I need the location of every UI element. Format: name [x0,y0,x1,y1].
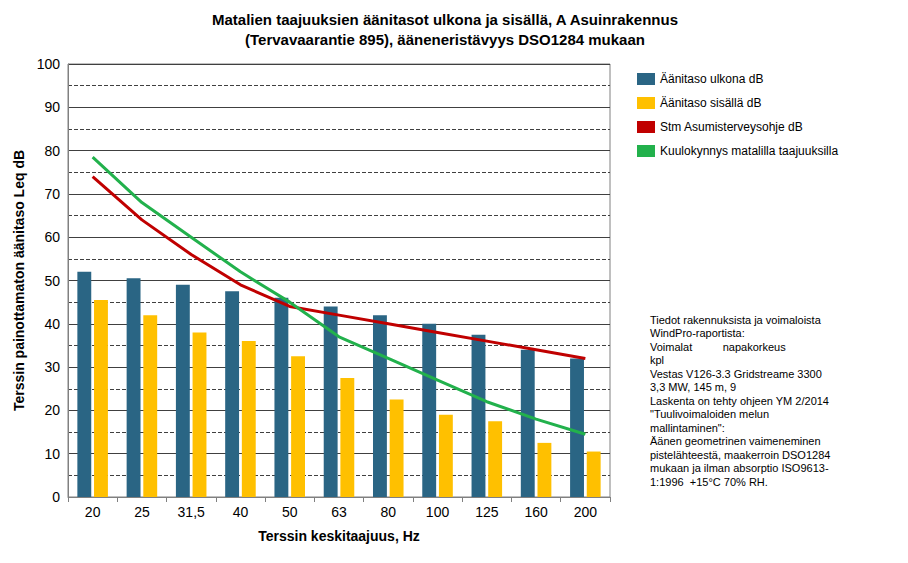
svg-text:90: 90 [44,99,60,115]
svg-text:200: 200 [574,504,598,520]
svg-text:Terssin keskitaajuus, Hz: Terssin keskitaajuus, Hz [258,528,420,544]
svg-text:Terssin painottamaton äänitaso: Terssin painottamaton äänitaso Leq dB [11,150,27,411]
svg-text:Laskenta on tehty ohjeen YM 2/: Laskenta on tehty ohjeen YM 2/2014 [650,395,829,407]
svg-text:pistelähteestä, maakerroin DSO: pistelähteestä, maakerroin DSO1284 [650,449,830,461]
svg-text:100: 100 [37,56,61,72]
svg-text:50: 50 [44,273,60,289]
svg-text:Tiedot rakennuksista ja voimal: Tiedot rakennuksista ja voimaloista [650,314,822,326]
svg-text:mallintaminen":: mallintaminen": [650,422,725,434]
svg-text:Äänitaso sisällä dB: Äänitaso sisällä dB [660,96,761,110]
svg-text:Äänen geometrinen vaimeneminen: Äänen geometrinen vaimeneminen [650,435,821,447]
svg-text:80: 80 [44,143,60,159]
svg-text:20: 20 [44,402,60,418]
svg-text:Kuulokynnys matalilla taajuuks: Kuulokynnys matalilla taajuuksilla [660,144,838,158]
svg-text:(Tervavaarantie 895), ääneneri: (Tervavaarantie 895), ääneneristävyys DS… [245,31,645,48]
svg-text:60: 60 [44,229,60,245]
svg-text:Matalien taajuuksien äänitasot: Matalien taajuuksien äänitasot ulkona ja… [212,11,678,28]
svg-text:63: 63 [331,504,347,520]
svg-text:kpl: kpl [650,354,664,366]
svg-text:20: 20 [85,504,101,520]
svg-text:Stm Asumisterveysohje dB: Stm Asumisterveysohje dB [660,120,803,134]
svg-text:WindPro-raportista:: WindPro-raportista: [650,327,745,339]
svg-text:"Tuulivoimaloiden melun: "Tuulivoimaloiden melun [650,408,769,420]
svg-text:1:1996 +15°C 70% RH.: 1:1996 +15°C 70% RH. [650,476,768,488]
svg-text:0: 0 [52,489,60,505]
svg-text:40: 40 [233,504,249,520]
svg-text:mukaan ja ilman absorptio ISO9: mukaan ja ilman absorptio ISO9613- [650,462,829,474]
svg-text:70: 70 [44,186,60,202]
svg-text:100: 100 [426,504,450,520]
svg-text:40: 40 [44,316,60,332]
svg-text:160: 160 [524,504,548,520]
svg-text:Äänitaso ulkona dB: Äänitaso ulkona dB [660,72,763,86]
svg-text:30: 30 [44,359,60,375]
svg-text:31,5: 31,5 [178,504,205,520]
svg-text:50: 50 [282,504,298,520]
svg-text:25: 25 [134,504,150,520]
svg-text:3,3 MW, 145 m, 9: 3,3 MW, 145 m, 9 [650,381,736,393]
svg-text:125: 125 [475,504,499,520]
svg-text:Voimalat napakorkeus: Voimalat napakorkeus [650,341,786,353]
svg-text:10: 10 [44,446,60,462]
svg-text:80: 80 [380,504,396,520]
svg-text:Vestas V126-3.3 Gridstreame 33: Vestas V126-3.3 Gridstreame 3300 [650,368,822,380]
